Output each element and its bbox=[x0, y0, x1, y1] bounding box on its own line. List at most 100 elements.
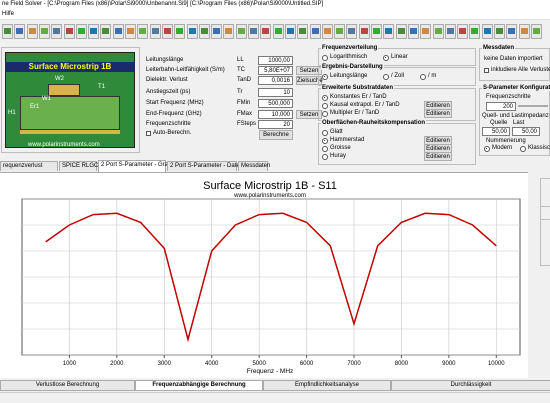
toolbar-icon bbox=[28, 28, 36, 34]
tab[interactable]: 2 Port S-Parameter - Grafik bbox=[98, 160, 174, 172]
menu-bar bbox=[0, 10, 550, 20]
param-label: Leiterbahn-Leitfähigkeit (S/m) bbox=[146, 67, 225, 73]
x-tick-label: 4000 bbox=[205, 361, 219, 367]
edit-button[interactable]: Editieren bbox=[424, 152, 452, 161]
radio[interactable] bbox=[322, 95, 328, 101]
set-button[interactable]: Setzen bbox=[296, 110, 322, 119]
slider[interactable] bbox=[518, 105, 548, 107]
toolbar-icon bbox=[163, 28, 171, 34]
param-input[interactable]: 10,000 bbox=[258, 110, 293, 119]
tab[interactable]: requenzverlust bbox=[0, 161, 58, 171]
radio-label: Modern bbox=[492, 145, 513, 151]
radio[interactable] bbox=[520, 146, 526, 152]
radio[interactable] bbox=[322, 146, 328, 152]
param-symbol: FMin bbox=[237, 100, 251, 106]
bottom-tab[interactable]: Durchlässigkeit bbox=[391, 380, 550, 391]
param-label: Dielektr. Verlust bbox=[146, 77, 188, 83]
structure-panel bbox=[1, 47, 140, 153]
checkbox[interactable] bbox=[146, 131, 151, 136]
toolbar-icon bbox=[323, 28, 331, 34]
radio[interactable] bbox=[322, 74, 328, 80]
toolbar-icon bbox=[102, 28, 110, 34]
tab[interactable]: SPICE RLGC bbox=[59, 161, 98, 171]
toolbar-icon bbox=[385, 28, 393, 34]
toolbar-icon bbox=[65, 28, 73, 34]
radio[interactable] bbox=[322, 154, 328, 160]
load-input[interactable]: 50,00 bbox=[512, 127, 540, 136]
radio[interactable] bbox=[322, 111, 328, 117]
radio[interactable] bbox=[383, 74, 389, 80]
group-title: Frequenzverteilung bbox=[321, 45, 379, 51]
param-input[interactable]: 10 bbox=[258, 88, 293, 97]
x-tick-label: 6000 bbox=[300, 361, 314, 367]
x-tick-label: 10000 bbox=[488, 361, 505, 367]
group-title: Oberflächen-Rauheitskompensation bbox=[321, 120, 427, 126]
param-input[interactable]: 500,000 bbox=[258, 99, 293, 108]
toolbar-icon bbox=[532, 28, 540, 34]
source-label: Quelle bbox=[490, 120, 508, 126]
steps-input[interactable]: 200 bbox=[486, 102, 516, 111]
radio[interactable] bbox=[484, 146, 490, 152]
toolbar-icon bbox=[237, 28, 245, 34]
radio-label: Leitungslänge bbox=[330, 73, 368, 79]
radio[interactable] bbox=[383, 55, 389, 61]
toolbar-icon bbox=[409, 28, 417, 34]
numbering-label: Nummerierung bbox=[486, 138, 526, 144]
toolbar-icon bbox=[4, 28, 11, 34]
menu-item[interactable]: Hilfe bbox=[2, 11, 15, 17]
toolbar-icon bbox=[459, 28, 467, 34]
bottom-tab[interactable]: Frequenzabhängige Berechnung bbox=[135, 380, 263, 391]
bottom-tab[interactable]: Empfindlichkeitsanalyse bbox=[263, 380, 391, 391]
radio[interactable] bbox=[322, 130, 328, 136]
radio-label: Logarithmisch bbox=[330, 54, 368, 60]
radio[interactable] bbox=[322, 138, 328, 144]
param-input[interactable]: 5,80E+07 bbox=[258, 66, 293, 75]
calc-button[interactable]: Berechne bbox=[259, 130, 293, 140]
side-panel bbox=[528, 172, 550, 378]
tab[interactable]: 2 Port S-Parameter - Daten bbox=[167, 161, 243, 171]
chart-subtitle: www.polarinstruments.com bbox=[233, 193, 306, 199]
checkbox[interactable] bbox=[484, 68, 489, 73]
radio-label: Huray bbox=[330, 153, 347, 159]
dimension-label: W2 bbox=[55, 76, 64, 82]
toolbar-icon bbox=[262, 28, 270, 34]
toolbar-icon bbox=[496, 28, 503, 34]
structure-title: Surface Microstrip 1B bbox=[5, 62, 135, 72]
param-label: End-Frequenz (GHz) bbox=[146, 111, 202, 117]
toolbar-icon bbox=[508, 28, 516, 34]
radio-label: Hammerstad bbox=[330, 137, 365, 143]
param-input[interactable]: 0,0016 bbox=[258, 76, 293, 85]
param-symbol: TanD bbox=[237, 77, 252, 83]
group-box bbox=[540, 206, 550, 266]
status-text: keine Daten importiert bbox=[484, 56, 543, 62]
x-tick-label: 8000 bbox=[395, 361, 409, 367]
x-tick-label: 5000 bbox=[252, 361, 266, 367]
param-label: Leitungslänge bbox=[146, 57, 184, 63]
title-text: ne Field Solver - [C:\Program Files (x86… bbox=[2, 1, 324, 7]
toolbar-icon bbox=[397, 28, 405, 34]
x-tick-label: 3000 bbox=[158, 361, 172, 367]
goal-button[interactable]: Zielsuche bbox=[296, 76, 323, 85]
radio[interactable] bbox=[420, 74, 426, 80]
dimension-label: Er1 bbox=[30, 104, 40, 110]
set-button[interactable]: Setzen bbox=[296, 66, 322, 75]
bottom-tab[interactable]: Verlustlose Berechnung bbox=[0, 380, 135, 391]
toolbar-icon bbox=[360, 28, 368, 34]
param-input[interactable]: 1000,00 bbox=[258, 56, 293, 65]
tab[interactable]: Messdaten bbox=[238, 161, 270, 171]
toolbar-icon bbox=[373, 28, 380, 34]
group-box bbox=[540, 178, 550, 220]
impedance-label: Quell- und Lastimpedanz (Ohm) bbox=[482, 113, 550, 119]
toolbar-icon bbox=[213, 28, 221, 34]
param-symbol: FSteps bbox=[237, 121, 257, 127]
radio[interactable] bbox=[322, 55, 328, 61]
radio-label: Multipler Er / TanD bbox=[330, 110, 380, 116]
toolbar-icon bbox=[434, 28, 442, 34]
edit-button[interactable]: Editieren bbox=[424, 109, 452, 118]
source-input[interactable]: 50,00 bbox=[482, 127, 510, 136]
title-bar bbox=[0, 0, 550, 10]
dimension-label: T1 bbox=[98, 84, 106, 90]
radio[interactable] bbox=[322, 103, 328, 109]
param-input[interactable]: 20 bbox=[258, 120, 293, 129]
chart: Surface Microstrip 1B - S11www.polarinst… bbox=[21, 180, 521, 375]
